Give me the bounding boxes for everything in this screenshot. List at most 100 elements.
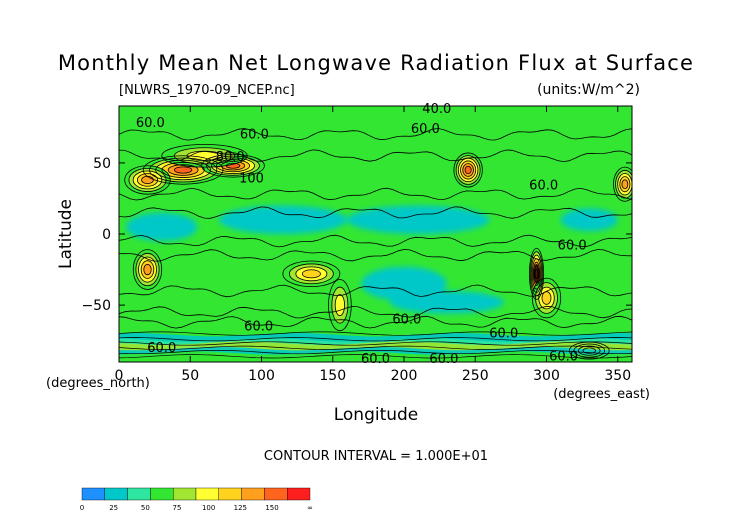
contour-interval-note: CONTOUR INTERVAL = 1.000E+01 — [264, 449, 488, 464]
warm-region-6-level-7 — [143, 264, 152, 275]
warm-region-5-level-7 — [621, 179, 628, 189]
y-unit-label: (degrees_north) — [46, 376, 150, 391]
contour-line — [135, 252, 160, 287]
colorbar-swatch — [172, 487, 197, 501]
warm-region-10-level-6 — [541, 291, 552, 305]
contour-line — [453, 152, 483, 188]
colorbar-tick-label: 100 — [202, 504, 215, 512]
contour-line — [201, 153, 265, 178]
contour-label: 60.0 — [244, 319, 273, 334]
contour-line — [621, 179, 629, 190]
colorbar-tick-label: 125 — [234, 504, 247, 512]
contour-line — [331, 286, 349, 324]
contour-line — [138, 256, 157, 283]
contour-line — [119, 234, 632, 248]
contour-line — [119, 206, 632, 219]
x-tick-label: 150 — [319, 368, 346, 384]
contour-line — [215, 159, 251, 173]
contour-line — [141, 175, 154, 185]
contour-line — [211, 157, 255, 174]
y-tick-label: 50 — [93, 156, 111, 172]
contour-lines — [119, 128, 632, 360]
contour-line — [119, 284, 632, 298]
contour-line — [119, 128, 632, 141]
contour-line — [119, 349, 632, 355]
contour-line — [132, 249, 163, 290]
contour-line — [206, 155, 260, 176]
contour-line — [535, 282, 558, 314]
x-tick-label: 350 — [604, 368, 631, 384]
contour-label: 100 — [239, 172, 264, 187]
colorbar-tick-label: 50 — [141, 504, 150, 512]
x-tick-label: 300 — [533, 368, 560, 384]
contour-label: 80.0 — [216, 150, 245, 165]
contour-line — [119, 337, 632, 342]
contour-line — [167, 164, 199, 176]
contour-line — [149, 157, 218, 183]
contour-labels: 60.0 60.0 40.0 60.0 80.0 100 60.0 60.0 60.0 60.0 6… — [136, 102, 587, 367]
chart-subtitle-units: (units:W/m^2) — [537, 82, 640, 98]
contour-label: 60.0 — [240, 127, 269, 142]
contour-label: 60.0 — [489, 327, 518, 342]
contour-label: 60.0 — [529, 179, 558, 194]
contour-label: 60.0 — [147, 341, 176, 356]
contour-line — [119, 149, 632, 163]
colorbar-tick-label: 150 — [265, 504, 278, 512]
warm-region-7 — [282, 261, 340, 287]
contour-label: 60.0 — [558, 238, 587, 253]
contour-line — [119, 331, 632, 336]
colorbar-swatch — [127, 487, 151, 501]
contour-line — [617, 173, 632, 196]
contour-line — [529, 247, 545, 300]
colorbar-tick-label: ∞ — [307, 504, 313, 512]
y-axis-title: Latitude — [56, 199, 76, 269]
x-axis: 0 50 100 150 200 250 300 350 — [115, 106, 631, 384]
colorbar: 0 25 50 75 100 125 150 ∞ — [80, 487, 313, 512]
contour-line — [615, 169, 632, 199]
contour-line — [582, 347, 596, 354]
contour-line — [460, 160, 477, 180]
contour-line — [613, 166, 632, 202]
plot-area — [119, 106, 632, 362]
warm-region-0-level-8 — [174, 166, 192, 174]
contour-line — [541, 291, 552, 305]
contour-line — [119, 249, 632, 262]
contour-line — [143, 263, 152, 276]
colorbar-swatch — [264, 487, 288, 501]
colorbar-swatch — [195, 487, 219, 501]
contour-line — [534, 268, 539, 280]
cool-region-2 — [126, 212, 198, 242]
contour-line — [124, 165, 171, 195]
cool-field — [126, 205, 618, 314]
contour-label: 60.0 — [392, 312, 421, 327]
colorbar-swatch — [104, 487, 128, 501]
contour-label: 60.0 — [549, 349, 578, 364]
cool-region-0 — [218, 205, 347, 234]
contour-line — [142, 155, 224, 185]
contour-line — [173, 147, 236, 165]
contour-label: 60.0 — [361, 352, 390, 367]
colorbar-swatch — [218, 487, 242, 501]
contour-line — [301, 269, 321, 279]
warm-region-4-level-8 — [465, 166, 472, 174]
contour-line — [288, 263, 334, 285]
colorbar-swatch — [150, 487, 174, 501]
x-tick-label: 0 — [115, 368, 124, 384]
colorbar-tick-label: 25 — [109, 504, 118, 512]
contour-line — [161, 143, 248, 168]
contour-line — [119, 305, 632, 319]
contour-line — [531, 277, 562, 319]
contour-line — [155, 159, 211, 181]
cool-region-1 — [347, 205, 490, 234]
colorbar-tick-label: 0 — [80, 504, 84, 512]
warm-region-7-level-6 — [302, 269, 321, 278]
contour-line — [136, 173, 159, 187]
contour-line — [464, 165, 472, 175]
contour-line — [119, 315, 632, 329]
contour-line — [119, 345, 632, 350]
contour-line — [220, 161, 246, 171]
x-tick-label: 100 — [248, 368, 275, 384]
contour-line — [132, 170, 163, 190]
x-axis-title: Longitude — [334, 405, 419, 425]
